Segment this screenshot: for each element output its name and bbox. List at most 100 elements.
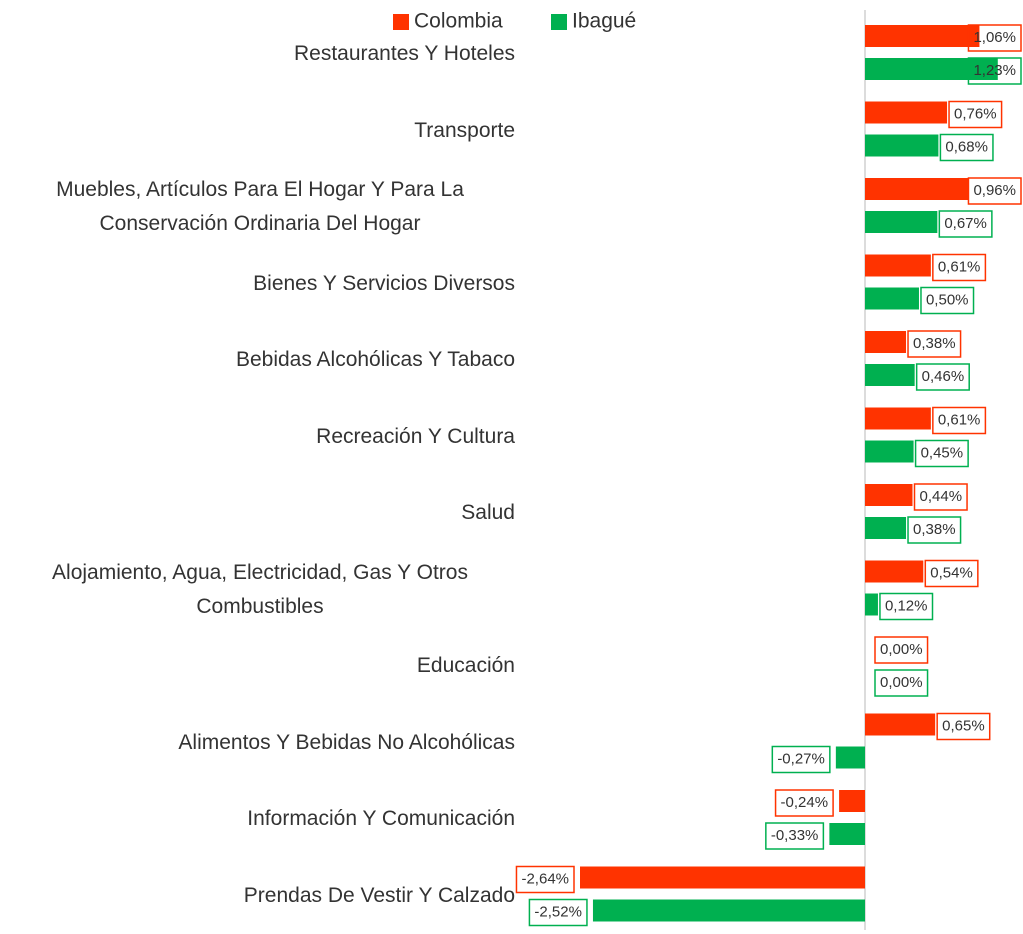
category-text: Salud xyxy=(461,501,515,524)
data-label-box xyxy=(967,57,1022,85)
bar xyxy=(865,58,998,80)
data-label: 0,50% xyxy=(926,291,969,308)
data-label: 0,12% xyxy=(885,597,928,614)
category-text: Alojamiento, Agua, Electricidad, Gas Y O… xyxy=(52,560,468,618)
category-label: Salud xyxy=(0,496,515,530)
category-text: Educación xyxy=(416,654,515,677)
category-label: Recreación Y Cultura xyxy=(0,420,515,454)
data-label: 1,06% xyxy=(973,29,1016,46)
data-label: -0,33% xyxy=(771,827,819,844)
bar xyxy=(580,866,865,889)
data-label-box xyxy=(774,789,834,817)
data-label: -0,24% xyxy=(781,794,829,811)
bar xyxy=(865,178,969,200)
data-label-box xyxy=(948,100,1003,129)
bar xyxy=(865,287,919,310)
data-label-box xyxy=(874,636,929,664)
bar xyxy=(865,560,924,583)
data-label-box xyxy=(932,406,987,435)
category-text: Bienes Y Servicios Diversos xyxy=(253,271,515,295)
data-label: 0,65% xyxy=(942,717,985,734)
data-label-box xyxy=(920,286,975,315)
category-text: Muebles, Artículos Para El Hogar Y Para … xyxy=(56,178,464,235)
data-label-box xyxy=(765,822,825,850)
bar xyxy=(865,713,936,736)
data-label-box xyxy=(515,865,575,894)
data-label-box xyxy=(924,559,979,588)
category-label: Muebles, Artículos Para El Hogar Y Para … xyxy=(0,173,515,241)
data-label: 0,76% xyxy=(954,105,997,122)
data-label-box xyxy=(939,133,994,162)
data-label-box xyxy=(932,253,987,282)
bar xyxy=(865,25,980,47)
data-label: 0,96% xyxy=(973,182,1016,199)
bar xyxy=(865,517,907,539)
data-label-box xyxy=(913,483,968,511)
bar xyxy=(865,211,938,233)
data-label-box xyxy=(936,712,991,741)
bar xyxy=(839,790,865,812)
data-label: 0,61% xyxy=(938,258,981,275)
data-label-box xyxy=(879,592,934,621)
category-text: Recreación Y Cultura xyxy=(316,424,515,448)
data-label-box xyxy=(528,898,588,927)
data-label: 0,46% xyxy=(922,368,965,385)
category-label: Restaurantes Y Hoteles xyxy=(0,37,515,71)
category-label: Alojamiento, Agua, Electricidad, Gas Y O… xyxy=(0,556,515,624)
bar xyxy=(865,364,915,386)
data-label: 0,00% xyxy=(880,641,923,658)
data-label: 0,38% xyxy=(913,335,956,352)
data-label-box xyxy=(771,745,831,774)
bar xyxy=(835,746,865,769)
data-label-box xyxy=(967,177,1022,205)
bar xyxy=(865,134,939,157)
category-text: Transporte xyxy=(414,118,515,142)
legend-label: Ibagué xyxy=(572,10,636,33)
category-label: Alimentos Y Bebidas No Alcohólicas xyxy=(0,726,515,760)
data-label-box xyxy=(967,24,1022,52)
data-label-box xyxy=(907,330,962,358)
category-text: Bebidas Alcohólicas Y Tabaco xyxy=(235,348,515,371)
legend-swatch xyxy=(551,14,567,30)
data-label: 0,67% xyxy=(944,215,987,232)
data-label: 0,44% xyxy=(920,488,963,505)
category-text: Información Y Comunicación xyxy=(247,807,515,830)
bar xyxy=(829,823,865,845)
bar xyxy=(865,101,948,124)
category-text: Prendas De Vestir Y Calzado xyxy=(243,883,515,907)
data-label: 0,54% xyxy=(930,564,973,581)
data-label: 0,45% xyxy=(921,444,964,461)
data-label-box xyxy=(874,669,929,697)
data-label: 0,38% xyxy=(913,521,956,538)
bar xyxy=(865,440,914,463)
category-text: Restaurantes Y Hoteles xyxy=(293,42,515,65)
category-label: Prendas De Vestir Y Calzado xyxy=(0,879,515,913)
data-label-box xyxy=(907,516,962,544)
category-label: Bienes Y Servicios Diversos xyxy=(0,267,515,301)
bar xyxy=(865,593,878,616)
data-label: 1,23% xyxy=(973,62,1016,79)
bar xyxy=(865,407,931,430)
data-label: -2,64% xyxy=(521,870,569,887)
data-label-box xyxy=(914,439,969,468)
bar xyxy=(865,331,907,353)
category-label: Información Y Comunicación xyxy=(0,802,515,836)
data-label-box xyxy=(915,363,970,391)
data-label: -0,27% xyxy=(777,750,825,767)
category-label: Educación xyxy=(0,649,515,683)
bar xyxy=(592,899,865,922)
category-text: Alimentos Y Bebidas No Alcohólicas xyxy=(178,730,515,754)
bar xyxy=(865,254,931,277)
legend-swatch xyxy=(393,14,409,30)
data-label-box xyxy=(938,210,993,238)
data-label: 0,61% xyxy=(938,411,981,428)
data-label: 0,00% xyxy=(880,674,923,691)
data-label: 0,68% xyxy=(945,138,988,155)
category-label: Transporte xyxy=(0,114,515,148)
legend-label: Colombia xyxy=(414,10,503,33)
data-label: -2,52% xyxy=(534,903,582,920)
bar xyxy=(865,484,913,506)
category-label: Bebidas Alcohólicas Y Tabaco xyxy=(0,343,515,377)
